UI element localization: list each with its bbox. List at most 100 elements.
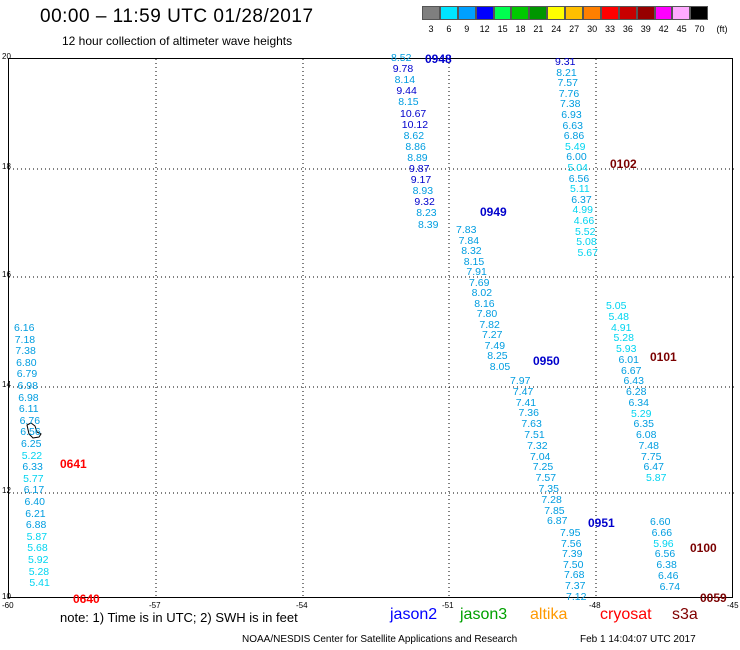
scale-label: 24	[551, 24, 562, 34]
wave-height-value: 6.76	[19, 414, 41, 427]
scale-swatch	[618, 6, 637, 20]
wave-height-value: 10.67	[400, 107, 427, 120]
wave-height-value: 8.15	[463, 255, 485, 268]
wave-height-value: 6.66	[651, 526, 673, 539]
scale-swatch	[422, 6, 440, 20]
wave-height-value: 8.16	[474, 297, 495, 310]
wave-height-value: 5.22	[21, 449, 43, 462]
page-subtitle: 12 hour collection of altimeter wave hei…	[62, 34, 293, 48]
scale-label: 45	[676, 24, 687, 34]
wave-height-value: 7.75	[641, 450, 662, 463]
wave-height-value: 5.92	[28, 554, 49, 566]
credit-line: NOAA/NESDIS Center for Satellite Applica…	[242, 634, 518, 645]
wave-height-value: 6.01	[618, 353, 639, 366]
legend-altika: altika	[530, 606, 568, 623]
pass-time-label: 0951	[588, 516, 615, 530]
wave-height-value: 6.11	[18, 403, 39, 416]
wave-height-value: 5.68	[27, 542, 48, 555]
wave-height-value: 5.08	[576, 236, 597, 249]
scale-swatch	[600, 6, 619, 20]
wave-height-value: 5.28	[28, 565, 50, 578]
wave-height-value: 7.56	[561, 537, 582, 550]
wave-height-value: 7.36	[518, 407, 539, 420]
wave-height-value: 8.05	[489, 360, 511, 373]
wave-height-value: 7.32	[527, 439, 548, 452]
wave-height-value: 7.38	[560, 98, 581, 111]
wave-height-value: 6.21	[25, 507, 46, 520]
wave-height-value: 7.91	[466, 266, 487, 278]
scale-swatch	[654, 6, 673, 20]
wave-height-value: 5.04	[567, 162, 588, 174]
island-outline	[26, 422, 42, 439]
wave-height-value: 5.48	[608, 310, 629, 323]
scale-label: 36	[622, 24, 633, 34]
wave-height-value: 7.18	[14, 333, 36, 346]
wave-height-value: 6.33	[22, 461, 43, 474]
wave-height-value: 7.57	[535, 472, 557, 485]
x-tick-label: -45	[727, 601, 739, 610]
wave-height-value: 6.37	[571, 193, 592, 206]
wave-height-value: 6.25	[21, 438, 42, 450]
wave-height-value: 7.35	[538, 483, 559, 495]
scale-swatch	[511, 6, 530, 20]
wave-height-value: 5.52	[575, 225, 596, 238]
scale-swatch	[547, 6, 566, 20]
pass-time-label: 0059	[700, 591, 727, 605]
scale-swatch	[583, 6, 601, 20]
pass-time-label: 0101	[650, 350, 677, 364]
wave-height-value: 7.83	[456, 224, 477, 236]
wave-height-value: 6.56	[568, 172, 590, 185]
wave-height-value: 7.12	[566, 590, 587, 603]
wave-height-value: 7.48	[638, 439, 659, 452]
footnote: note: 1) Time is in UTC; 2) SWH is in fe…	[60, 610, 298, 625]
wave-height-value: 9.32	[414, 196, 435, 209]
wave-height-value: 7.84	[458, 234, 480, 247]
wave-height-value: 8.39	[418, 218, 439, 231]
pass-time-label: 0949	[480, 205, 507, 219]
wave-height-value: 9.44	[396, 85, 417, 98]
wave-height-value: 7.57	[557, 77, 578, 90]
wave-height-value: 6.74	[659, 580, 681, 593]
wave-height-value: 7.51	[524, 429, 545, 441]
scale-swatch	[493, 6, 512, 20]
wave-height-value: 7.50	[563, 558, 584, 571]
wave-height-value: 7.97	[510, 375, 531, 387]
scale-label: 42	[658, 24, 669, 34]
wave-height-value: 5.87	[26, 530, 48, 543]
legend-jason2: jason2	[390, 606, 438, 623]
y-tick-label: 20	[2, 52, 11, 61]
wave-height-value: 4.99	[572, 204, 593, 217]
wave-height-value: 6.63	[562, 119, 583, 132]
wave-height-value: 8.02	[471, 287, 493, 299]
scale-swatch	[475, 6, 494, 20]
wave-height-value: 7.63	[521, 418, 542, 431]
wave-height-value: 5.93	[616, 343, 637, 355]
wave-height-value: 7.82	[479, 318, 500, 331]
wave-height-value: 5.87	[646, 472, 667, 484]
page-title: 00:00 – 11:59 UTC 01/28/2017	[40, 6, 314, 27]
y-tick-label: 10	[2, 592, 11, 601]
wave-height-value: 5.96	[653, 537, 674, 550]
wave-height-value: 6.16	[14, 322, 35, 334]
scale-label: 6	[446, 24, 452, 34]
wave-height-value: 10.12	[401, 118, 429, 131]
wave-height-value: 6.08	[636, 429, 657, 441]
grid-lines	[9, 59, 734, 599]
wave-height-value: 5.28	[613, 332, 634, 345]
scale-label: 18	[515, 24, 526, 34]
wave-height-value: 8.89	[407, 151, 428, 164]
scale-swatch	[690, 6, 709, 20]
wave-height-value: 9.31	[555, 56, 576, 68]
wave-height-value: 6.47	[643, 461, 664, 474]
scale-swatch	[672, 6, 691, 20]
wave-height-value: 8.62	[403, 129, 425, 142]
wave-height-value: 7.95	[560, 527, 581, 539]
wave-height-value: 6.56	[20, 426, 41, 439]
pass-time-label: 0948	[425, 52, 452, 66]
x-tick-label: -48	[589, 601, 601, 610]
legend-cryosat: cryosat	[600, 606, 652, 623]
color-scale: 3 6 9 12 15 18 21 24 27 30 33 36 39 42 45 70 (ft)	[422, 6, 728, 34]
wave-height-value: 6.00	[566, 151, 587, 164]
scale-swatch	[529, 6, 548, 20]
wave-height-value: 5.29	[631, 407, 652, 420]
